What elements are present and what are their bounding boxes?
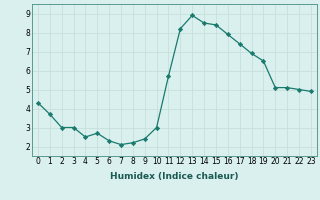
X-axis label: Humidex (Indice chaleur): Humidex (Indice chaleur)	[110, 172, 239, 181]
